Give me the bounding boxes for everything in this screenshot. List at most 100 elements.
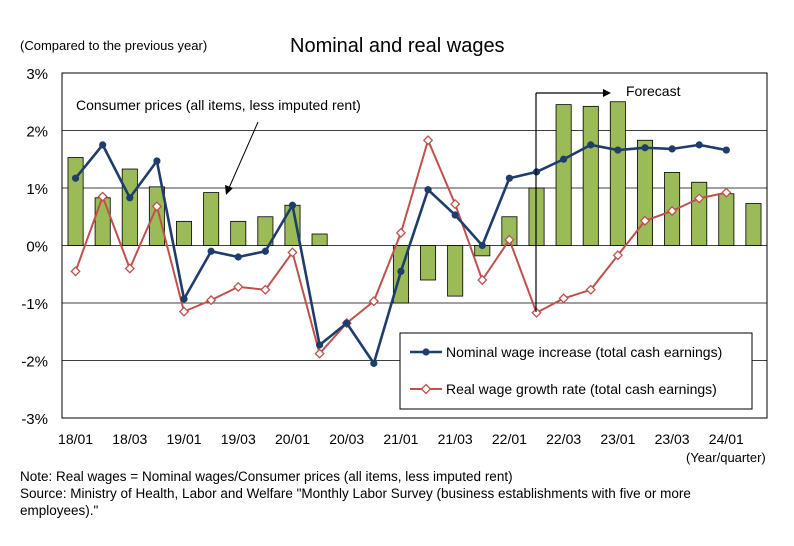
real-wage-point xyxy=(504,234,515,245)
real-wage-point xyxy=(70,266,81,277)
x-tick-label: 21/01 xyxy=(383,431,418,447)
nominal-wage-point xyxy=(261,247,269,255)
legend-nominal-marker xyxy=(422,348,430,356)
consumer-prices-annotation: Consumer prices (all items, less imputed… xyxy=(72,95,390,195)
y-tick-label: 2% xyxy=(26,124,48,141)
consumer-price-bar xyxy=(121,168,138,246)
x-tick-label: 20/01 xyxy=(275,431,310,447)
x-tick-label: 22/01 xyxy=(492,431,527,447)
nominal-wage-point xyxy=(180,295,188,303)
chart-source-continued: employees)." xyxy=(20,503,99,518)
real-wage-point xyxy=(612,250,623,261)
nominal-wage-point xyxy=(695,141,703,149)
nominal-wage-point xyxy=(397,267,405,275)
real-wage-point xyxy=(314,348,325,359)
consumer-price-bar xyxy=(501,216,518,246)
nominal-wage-point xyxy=(207,247,215,255)
nominal-wage-point xyxy=(451,211,459,219)
consumer-price-bar xyxy=(609,101,626,246)
real-wage-point xyxy=(666,205,678,217)
legend-real-marker xyxy=(420,383,432,395)
nominal-wage-point xyxy=(587,141,595,149)
forecast-label: Forecast xyxy=(626,83,681,99)
x-tick-label: 19/01 xyxy=(166,431,201,447)
y-tick-label: 3% xyxy=(26,66,48,83)
nominal-wage-point xyxy=(71,174,80,182)
nominal-wage-point xyxy=(370,359,378,367)
x-tick-label: 18/01 xyxy=(58,431,93,447)
nominal-wage-point xyxy=(478,241,486,250)
consumer-price-bar xyxy=(745,203,762,246)
consumer-price-bar xyxy=(94,197,111,246)
chart: 3% 2% 1% 0% -1% -2% -3% 18/01 18/03 19/01 19/03 20… xyxy=(20,35,768,465)
real-wage-point xyxy=(585,284,596,295)
consumer-price-bar xyxy=(555,104,572,246)
y-tick-label: -3% xyxy=(21,411,48,428)
x-tick-label: 22/03 xyxy=(546,431,581,447)
legend-nominal-label: Nominal wage increase (total cash earnin… xyxy=(446,344,722,360)
real-wage-point xyxy=(395,227,407,238)
chart-title: Nominal and real wages xyxy=(290,35,505,57)
nominal-wage-point xyxy=(99,141,107,149)
real-wage-point xyxy=(531,307,542,318)
real-wage-point xyxy=(450,198,461,210)
real-wage-point xyxy=(477,274,488,286)
nominal-wage-point xyxy=(288,201,297,209)
y-tick-label: -2% xyxy=(21,354,48,371)
nominal-wage-point xyxy=(641,144,649,152)
real-wage-point xyxy=(233,281,244,293)
x-axis-note: (Year/quarter) xyxy=(686,450,766,465)
consumer-price-bar xyxy=(447,245,464,297)
consumer-price-bar xyxy=(311,233,328,246)
nominal-wage-point xyxy=(560,155,568,163)
y-tick-label: 0% xyxy=(26,239,48,256)
x-tick-label: 24/01 xyxy=(709,431,744,447)
consumer-price-bar xyxy=(148,186,165,246)
annotation-arrow-icon xyxy=(225,185,233,195)
wage-lines xyxy=(70,135,732,367)
real-wage-point xyxy=(721,187,732,198)
real-wage-point xyxy=(287,247,298,258)
x-tick-label: 18/03 xyxy=(112,431,147,447)
x-tick-label: 23/03 xyxy=(655,431,690,447)
nominal-wage-point xyxy=(153,157,161,165)
nominal-wage-point xyxy=(668,145,676,153)
nominal-wage-point xyxy=(315,341,324,349)
y-tick-label: 1% xyxy=(26,181,48,198)
real-wage-point xyxy=(368,296,379,307)
legend-real-label: Real wage growth rate (total cash earnin… xyxy=(446,381,717,397)
y-tick-label: -1% xyxy=(21,296,48,313)
nominal-wage-point xyxy=(424,186,432,194)
consumer-price-bar xyxy=(176,220,193,246)
real-wage-point xyxy=(422,135,434,146)
nominal-wage-point xyxy=(234,253,242,261)
legend-box xyxy=(399,332,753,410)
consumer-price-bars xyxy=(67,101,762,304)
x-tick-label: 21/03 xyxy=(438,431,473,447)
nominal-wage-point xyxy=(505,174,514,182)
real-wage-point xyxy=(694,193,705,204)
real-wage-point xyxy=(151,201,163,212)
consumer-price-bar xyxy=(636,139,653,246)
x-tick-label: 23/01 xyxy=(600,431,635,447)
real-wage-point xyxy=(206,295,217,306)
consumer-price-bar xyxy=(203,192,220,246)
consumer-price-bar xyxy=(582,105,599,246)
consumer-price-bar xyxy=(718,193,735,246)
consumer-price-bar xyxy=(230,220,247,246)
legend: Nominal wage increase (total cash earnin… xyxy=(399,332,753,410)
real-wage-point xyxy=(178,306,190,317)
forecast-annotation: Forecast xyxy=(535,83,681,312)
x-tick-label: 19/03 xyxy=(221,431,256,447)
chart-source: Source: Ministry of Health, Labor and We… xyxy=(20,486,691,501)
nominal-wage-point xyxy=(343,319,351,327)
consumer-price-bar xyxy=(420,245,437,281)
real-wage-point xyxy=(558,293,569,304)
chart-subtitle: (Compared to the previous year) xyxy=(20,38,207,53)
plot-frame xyxy=(61,72,768,419)
consumer-price-bar xyxy=(67,157,84,246)
x-axis-tick-labels: 18/01 18/03 19/01 19/03 20/01 20/03 21/01 21/03… xyxy=(58,431,744,447)
x-tick-label: 20/03 xyxy=(329,431,364,447)
chart-note: Note: Real wages = Nominal wages/Consume… xyxy=(20,469,513,484)
real-wage-point xyxy=(639,215,651,226)
